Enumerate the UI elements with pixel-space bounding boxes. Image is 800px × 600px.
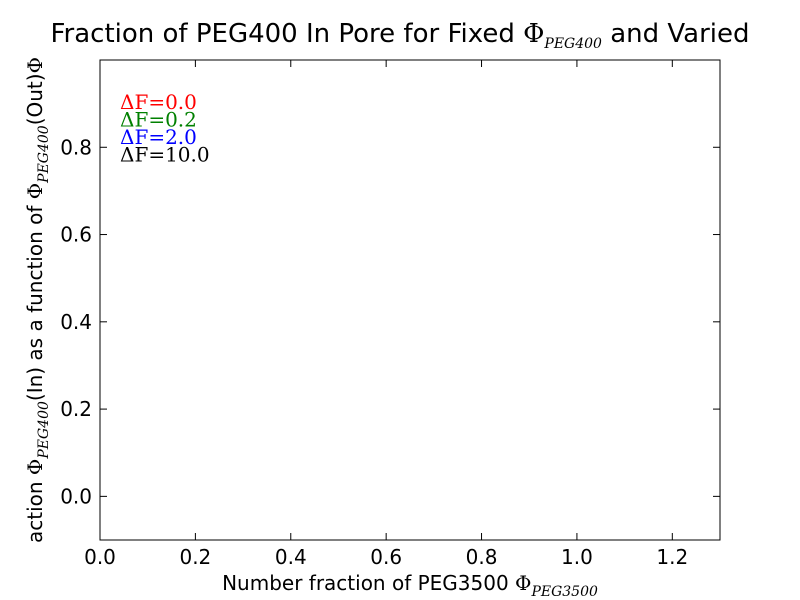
xlabel-subscript: PEG3500 — [530, 584, 598, 600]
x-tick-label: 1.2 — [656, 545, 688, 569]
x-tick-label: 0.4 — [275, 545, 307, 569]
legend-entry: ΔF=10.0 — [120, 143, 210, 167]
y-axis-label: action ΦPEG400(In) as a function of ΦPEG… — [23, 57, 52, 543]
x-tick-label: 0.2 — [179, 545, 211, 569]
title-subscript: PEG400 — [543, 36, 602, 52]
x-axis-ticks: 0.0 0.2 0.4 0.6 0.8 1.0 1.2 — [84, 60, 688, 569]
y-tick-label: 0.4 — [60, 310, 92, 334]
legend-entry: ΔF=0.0 — [120, 90, 197, 114]
x-axis-label: Number fraction of PEG3500 ΦPEG3500 — [222, 571, 598, 600]
ylabel-symbol3: Φ — [23, 57, 47, 73]
title-suffix: and Varied — [602, 19, 750, 49]
title-symbol: Φ — [523, 19, 544, 49]
x-tick-label: 1.0 — [561, 545, 593, 569]
legend: ΔF=0.0ΔF=0.2ΔF=2.0ΔF=10.0 — [120, 90, 210, 167]
y-tick-label: 0.8 — [60, 135, 92, 159]
ylabel-symbol2: Φ — [23, 183, 47, 199]
ylabel-part3: (Out) — [23, 73, 47, 125]
plot-area — [99, 59, 721, 541]
y-axis-ticks: 0.0 0.2 0.4 0.6 0.8 — [60, 135, 720, 508]
legend-entry: ΔF=2.0 — [120, 125, 197, 149]
y-tick-label: 0.0 — [60, 484, 92, 508]
xlabel-prefix: Number fraction of PEG3500 — [222, 571, 515, 595]
y-tick-label: 0.6 — [60, 223, 92, 247]
ylabel-part2: (In) as a function of — [23, 199, 47, 401]
legend-entry: ΔF=0.2 — [120, 108, 197, 132]
x-tick-label: 0.8 — [466, 545, 498, 569]
title-prefix: Fraction of PEG400 In Pore for Fixed — [50, 19, 523, 49]
x-tick-label: 0.0 — [84, 545, 116, 569]
ylabel-sub2: PEG400 — [36, 125, 52, 184]
ylabel-sub1: PEG400 — [36, 401, 52, 460]
xlabel-symbol: Φ — [515, 571, 531, 595]
chart-title: Fraction of PEG400 In Pore for Fixed ΦPE… — [50, 19, 749, 52]
y-tick-label: 0.2 — [60, 397, 92, 421]
ylabel-symbol1: Φ — [23, 459, 47, 475]
x-tick-label: 0.6 — [370, 545, 402, 569]
ylabel-part1: action — [23, 475, 47, 543]
